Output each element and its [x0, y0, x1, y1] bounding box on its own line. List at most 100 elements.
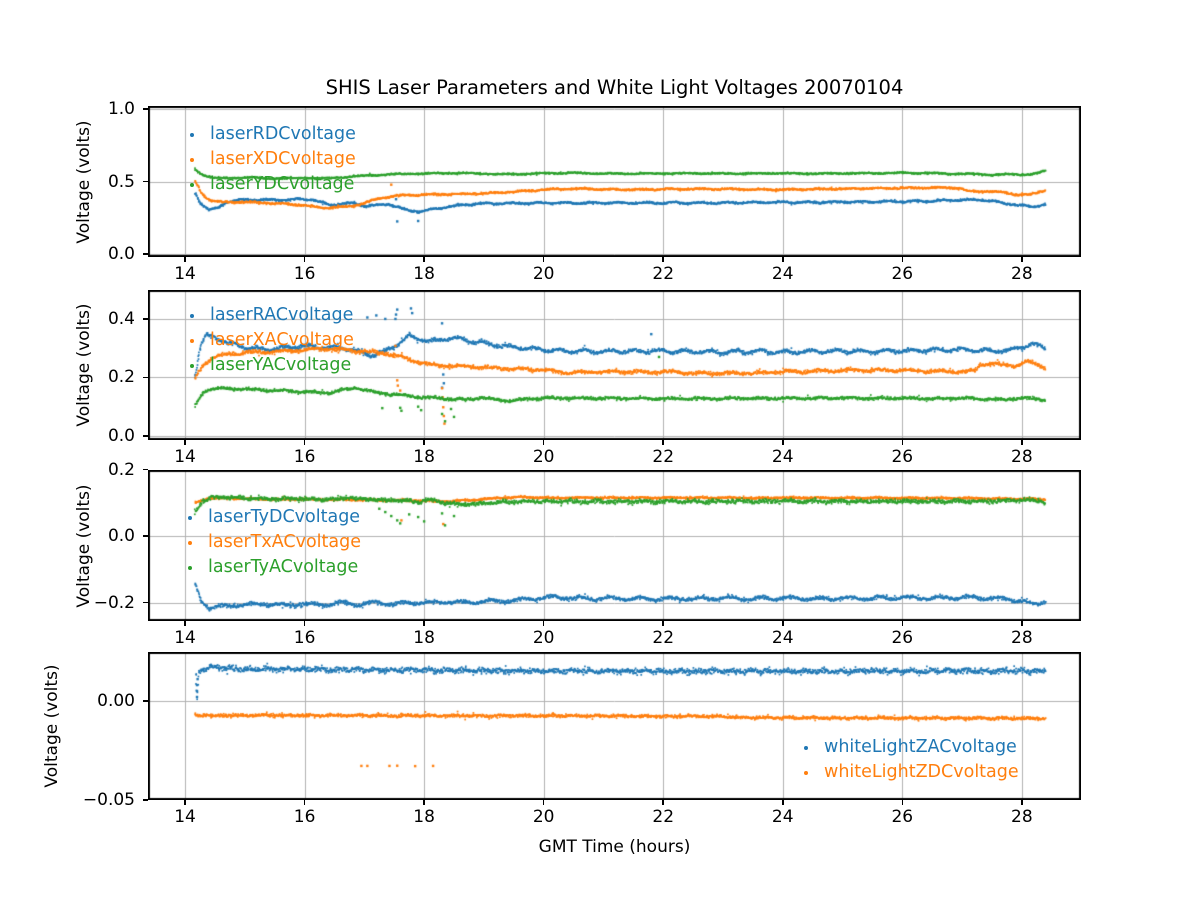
x-tick-label: 24	[771, 628, 794, 648]
legend-label: laserYACvoltage	[210, 355, 352, 375]
legend-label: laserYDCvoltage	[210, 174, 355, 194]
chart-title: SHIS Laser Parameters and White Light Vo…	[325, 76, 904, 99]
legend-label: whiteLightZDCvoltage	[824, 762, 1019, 782]
y-tick	[143, 601, 148, 604]
y-tick	[143, 318, 148, 320]
x-tick-label: 18	[413, 807, 435, 827]
x-tick-label: 22	[652, 447, 675, 467]
x-tick-label: 28	[1011, 807, 1033, 827]
y-tick-label: 0.0	[107, 526, 135, 546]
x-tick	[1021, 800, 1023, 805]
x-tick-label: 14	[174, 264, 196, 284]
x-tick	[662, 257, 664, 262]
x-tick-label: 18	[413, 264, 435, 284]
plot-canvas-laser-ac	[148, 290, 1081, 440]
legend-label: laserTyDCvoltage	[208, 507, 361, 527]
y-tick	[143, 180, 148, 183]
x-tick	[303, 257, 306, 262]
x-tick	[782, 800, 784, 805]
legend-label: whiteLightZACvoltage	[824, 737, 1017, 757]
x-tick-label: 28	[1011, 628, 1033, 648]
x-tick-label: 26	[891, 447, 914, 467]
x-tick	[423, 257, 425, 262]
y-tick-label: −0.2	[93, 592, 135, 613]
y-tick-label: −0.05	[82, 790, 135, 810]
legend-item: laserYACvoltage	[186, 353, 354, 378]
y-tick	[143, 799, 148, 801]
y-tick	[143, 108, 148, 110]
x-tick-label: 14	[174, 628, 196, 648]
x-tick	[662, 621, 664, 626]
x-tick-label: 26	[891, 628, 914, 648]
x-tick-label: 16	[293, 807, 316, 827]
legend-item: laserRACvoltage	[186, 303, 354, 328]
x-tick-label: 22	[652, 807, 675, 827]
x-tick	[303, 440, 306, 445]
x-tick-label: 20	[532, 447, 555, 467]
x-tick-label: 20	[532, 264, 555, 284]
x-tick	[303, 621, 306, 626]
x-tick-label: 16	[293, 628, 316, 648]
legend-laser-dc: laserRDCvoltage laserXDCvoltage laserYDCvo…	[186, 122, 356, 197]
x-tick	[542, 800, 545, 805]
x-tick	[303, 800, 306, 805]
x-tick	[901, 440, 904, 445]
legend-item: laserYDCvoltage	[186, 172, 356, 197]
legend-marker-dot-icon	[188, 540, 192, 545]
legend-item: laserTyACvoltage	[184, 555, 361, 580]
y-tick	[143, 253, 148, 255]
x-tick-label: 16	[293, 264, 316, 284]
legend-marker-dot-icon	[190, 313, 194, 318]
x-tick	[423, 800, 425, 805]
legend-marker-dot-icon	[190, 182, 194, 187]
y-tick	[143, 700, 148, 702]
y-tick-label: 0.2	[107, 367, 135, 388]
legend-label: laserRACvoltage	[210, 305, 354, 325]
legend-laser-tilt: laserTyDCvoltage laserTxACvoltage laserTyA…	[184, 505, 361, 580]
x-tick	[662, 440, 664, 445]
x-tick	[782, 440, 784, 445]
x-tick	[184, 257, 186, 262]
x-tick	[782, 257, 784, 262]
y-tick-label: 0.00	[97, 690, 135, 711]
legend-marker-dot-icon	[190, 132, 194, 137]
x-tick-label: 24	[771, 447, 794, 467]
y-tick-label: 0.4	[107, 308, 135, 329]
x-tick-label: 24	[771, 807, 794, 827]
legend-item: laserTyDCvoltage	[184, 505, 361, 530]
plot-canvas-laser-dc	[148, 106, 1081, 257]
x-tick	[662, 800, 664, 805]
legend-marker-dot-icon	[804, 745, 808, 750]
x-tick	[542, 621, 545, 626]
x-tick-label: 14	[174, 447, 196, 467]
x-tick	[542, 440, 545, 445]
y-tick	[143, 376, 148, 379]
x-tick-label: 26	[891, 264, 914, 284]
legend-label: laserTxACvoltage	[208, 532, 361, 552]
y-tick	[143, 535, 148, 537]
y-axis-label: Voltage (volts)	[42, 664, 62, 788]
legend-item: laserRDCvoltage	[186, 122, 356, 147]
y-tick	[143, 468, 148, 471]
plot-canvas-laser-tilt	[148, 470, 1081, 621]
legend-label: laserXDCvoltage	[210, 149, 356, 169]
legend-label: laserXACvoltage	[210, 330, 354, 350]
x-tick	[184, 800, 186, 805]
x-tick	[423, 440, 425, 445]
x-axis-label: GMT Time (hours)	[538, 837, 691, 857]
x-tick	[1021, 257, 1023, 262]
legend-label: laserRDCvoltage	[210, 124, 356, 144]
y-tick-label: 0.0	[107, 244, 135, 265]
x-tick	[782, 621, 784, 626]
x-tick-label: 22	[652, 628, 675, 648]
legend-item: laserXDCvoltage	[186, 147, 356, 172]
x-tick-label: 18	[413, 447, 435, 467]
legend-marker-dot-icon	[190, 363, 194, 368]
legend-marker-dot-icon	[804, 770, 808, 775]
legend-item: whiteLightZACvoltage	[800, 735, 1019, 760]
y-tick-label: 1.0	[107, 98, 135, 119]
y-tick-label: 0.5	[107, 171, 135, 192]
x-tick	[901, 257, 904, 262]
x-tick-label: 14	[174, 807, 196, 827]
